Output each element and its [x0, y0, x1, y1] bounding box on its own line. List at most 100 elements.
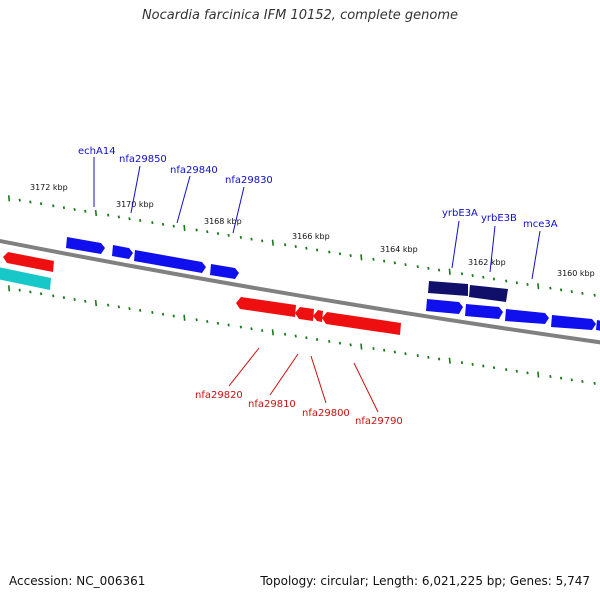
gene-label-mce3A[interactable]: mce3A [523, 219, 558, 230]
gene-arrow-nfa29840[interactable] [134, 250, 206, 273]
scale-tick-inner-minor [328, 339, 331, 343]
scale-tick-outer-minor [151, 221, 154, 225]
scale-tick-outer-minor [338, 252, 342, 256]
gene-arrow-left-red[interactable] [3, 252, 54, 272]
scale-tick-inner-minor [349, 343, 352, 347]
gene-arrow-yrbE3B[interactable] [469, 285, 508, 302]
scale-tick-outer-minor [84, 209, 87, 213]
accession-text: Accession: NC_006361 [9, 574, 146, 588]
forward-gene-labels: echA14 nfa29850 nfa29840 nfa29830 yrbE3A… [78, 146, 558, 280]
outer-tick-ring [7, 195, 596, 297]
scale-tick-outer-minor [195, 228, 198, 232]
label-leader-nfa29800 [310, 355, 327, 404]
gene-arrow-downstream-2[interactable] [505, 309, 549, 324]
gene-label-nfa29800[interactable]: nfa29800 [302, 408, 350, 419]
scale-tick-inner-minor [216, 321, 220, 325]
gene-arrow-nfa29800[interactable] [313, 310, 323, 322]
gene-arrow-nfa29820[interactable] [236, 297, 296, 317]
genome-summary-text: Topology: circular; Length: 6,021,225 bp… [260, 574, 590, 588]
scale-tick-outer-minor [227, 233, 230, 237]
scale-tick-inner-minor [416, 354, 419, 358]
scale-tick-outer-minor [172, 224, 175, 228]
scale-tick-inner-minor [482, 364, 485, 368]
gene-arrow-nfa29790[interactable] [322, 312, 401, 335]
gene-arrow-nfa29830[interactable] [210, 264, 239, 279]
scale-tick-inner-major [271, 329, 274, 336]
scale-tick-outer-minor [239, 235, 243, 239]
gene-arrow-echA14[interactable] [66, 237, 105, 254]
scale-tick-outer-minor [504, 279, 508, 283]
scale-tick-outer-minor [73, 207, 76, 211]
scale-tick-inner-major [94, 299, 98, 307]
scale-tick-outer-major [7, 195, 11, 202]
scale-tick-inner-minor [62, 296, 66, 300]
gene-label-yrbE3B[interactable]: yrbE3B [481, 213, 517, 224]
label-leader-nfa29820 [228, 347, 260, 387]
scale-tick-inner-minor [117, 305, 121, 309]
scale-tick-inner-minor [206, 320, 209, 324]
gene-arrow-nfa29850[interactable] [112, 245, 133, 259]
scale-tick-outer-minor [382, 259, 386, 263]
scale-tick-outer-minor [29, 200, 32, 204]
scale-tick-outer-minor [260, 239, 264, 243]
gene-arrow-mce3A[interactable] [426, 299, 463, 314]
gene-label-nfa29790[interactable]: nfa29790 [355, 416, 403, 427]
rna-gene-arrow[interactable] [0, 267, 51, 290]
gene-label-yrbE3A[interactable]: yrbE3A [442, 208, 478, 219]
scale-tick-inner-minor [593, 381, 596, 385]
scale-tick-inner-minor [427, 355, 430, 359]
scale-tick-inner-minor [39, 292, 43, 296]
label-leader-nfa29840 [176, 175, 191, 224]
gene-label-nfa29830[interactable]: nfa29830 [225, 175, 273, 186]
scale-tick-outer-minor [593, 293, 596, 297]
scale-tick-outer-minor [581, 291, 584, 295]
scale-tick-outer-minor [206, 230, 209, 234]
scale-tick-inner-major [183, 314, 186, 321]
gene-arrow-downstream-1[interactable] [465, 304, 503, 319]
scale-tick-inner-minor [492, 366, 496, 370]
scale-tick-outer-minor [216, 232, 220, 236]
scale-tick-inner-minor [549, 374, 552, 379]
gene-label-nfa29820[interactable]: nfa29820 [195, 390, 243, 401]
gene-arrow-downstream-3[interactable] [551, 315, 596, 330]
scale-label-3164: 3164 kbp [380, 245, 418, 254]
scale-tick-inner-minor [372, 347, 375, 351]
scale-tick-inner-minor [515, 369, 519, 373]
scale-tick-outer-major [183, 224, 186, 232]
scale-label-3162: 3162 kbp [468, 258, 506, 267]
gene-arrow-edge-right[interactable] [596, 320, 600, 331]
scale-tick-inner-minor [559, 376, 563, 380]
scale-labels: 3172 kbp 3170 kbp 3168 kbp 3166 kbp 3164… [30, 183, 595, 278]
scale-tick-outer-minor [283, 243, 287, 247]
scale-tick-outer-minor [106, 213, 110, 217]
gene-label-nfa29810[interactable]: nfa29810 [248, 399, 296, 410]
scale-tick-inner-minor [161, 312, 165, 316]
gene-arrow-nfa29810[interactable] [295, 307, 314, 321]
gene-label-nfa29850[interactable]: nfa29850 [119, 154, 167, 165]
scale-tick-outer-minor [328, 250, 331, 254]
scale-tick-outer-minor [559, 288, 563, 292]
scale-tick-outer-minor [437, 268, 441, 272]
scale-tick-outer-minor [39, 202, 43, 206]
scale-tick-outer-major [360, 254, 363, 261]
scale-tick-inner-minor [315, 337, 319, 341]
scale-tick-outer-minor [416, 265, 419, 269]
scale-tick-inner-minor [239, 325, 243, 329]
reverse-gene-labels: nfa29820 nfa29810 nfa29800 nfa29790 [195, 347, 403, 427]
gene-label-nfa29840[interactable]: nfa29840 [170, 165, 218, 176]
label-leader-nfa29830 [232, 186, 245, 234]
scale-tick-outer-minor [393, 261, 397, 265]
gene-arrow-yrbE3A[interactable] [428, 281, 468, 296]
gene-label-echA14[interactable]: echA14 [78, 146, 116, 157]
label-leader-mce3A [531, 230, 541, 280]
scale-tick-inner-major [448, 357, 451, 364]
scale-tick-inner-minor [250, 327, 253, 331]
scale-tick-inner-minor [460, 361, 464, 365]
map-title: Nocardia farcinica IFM 10152, complete g… [141, 8, 459, 23]
scale-tick-outer-minor [18, 198, 21, 202]
scale-tick-inner-minor [404, 352, 407, 356]
scale-tick-inner-minor [128, 307, 131, 311]
label-leader-nfa29790 [353, 362, 379, 413]
